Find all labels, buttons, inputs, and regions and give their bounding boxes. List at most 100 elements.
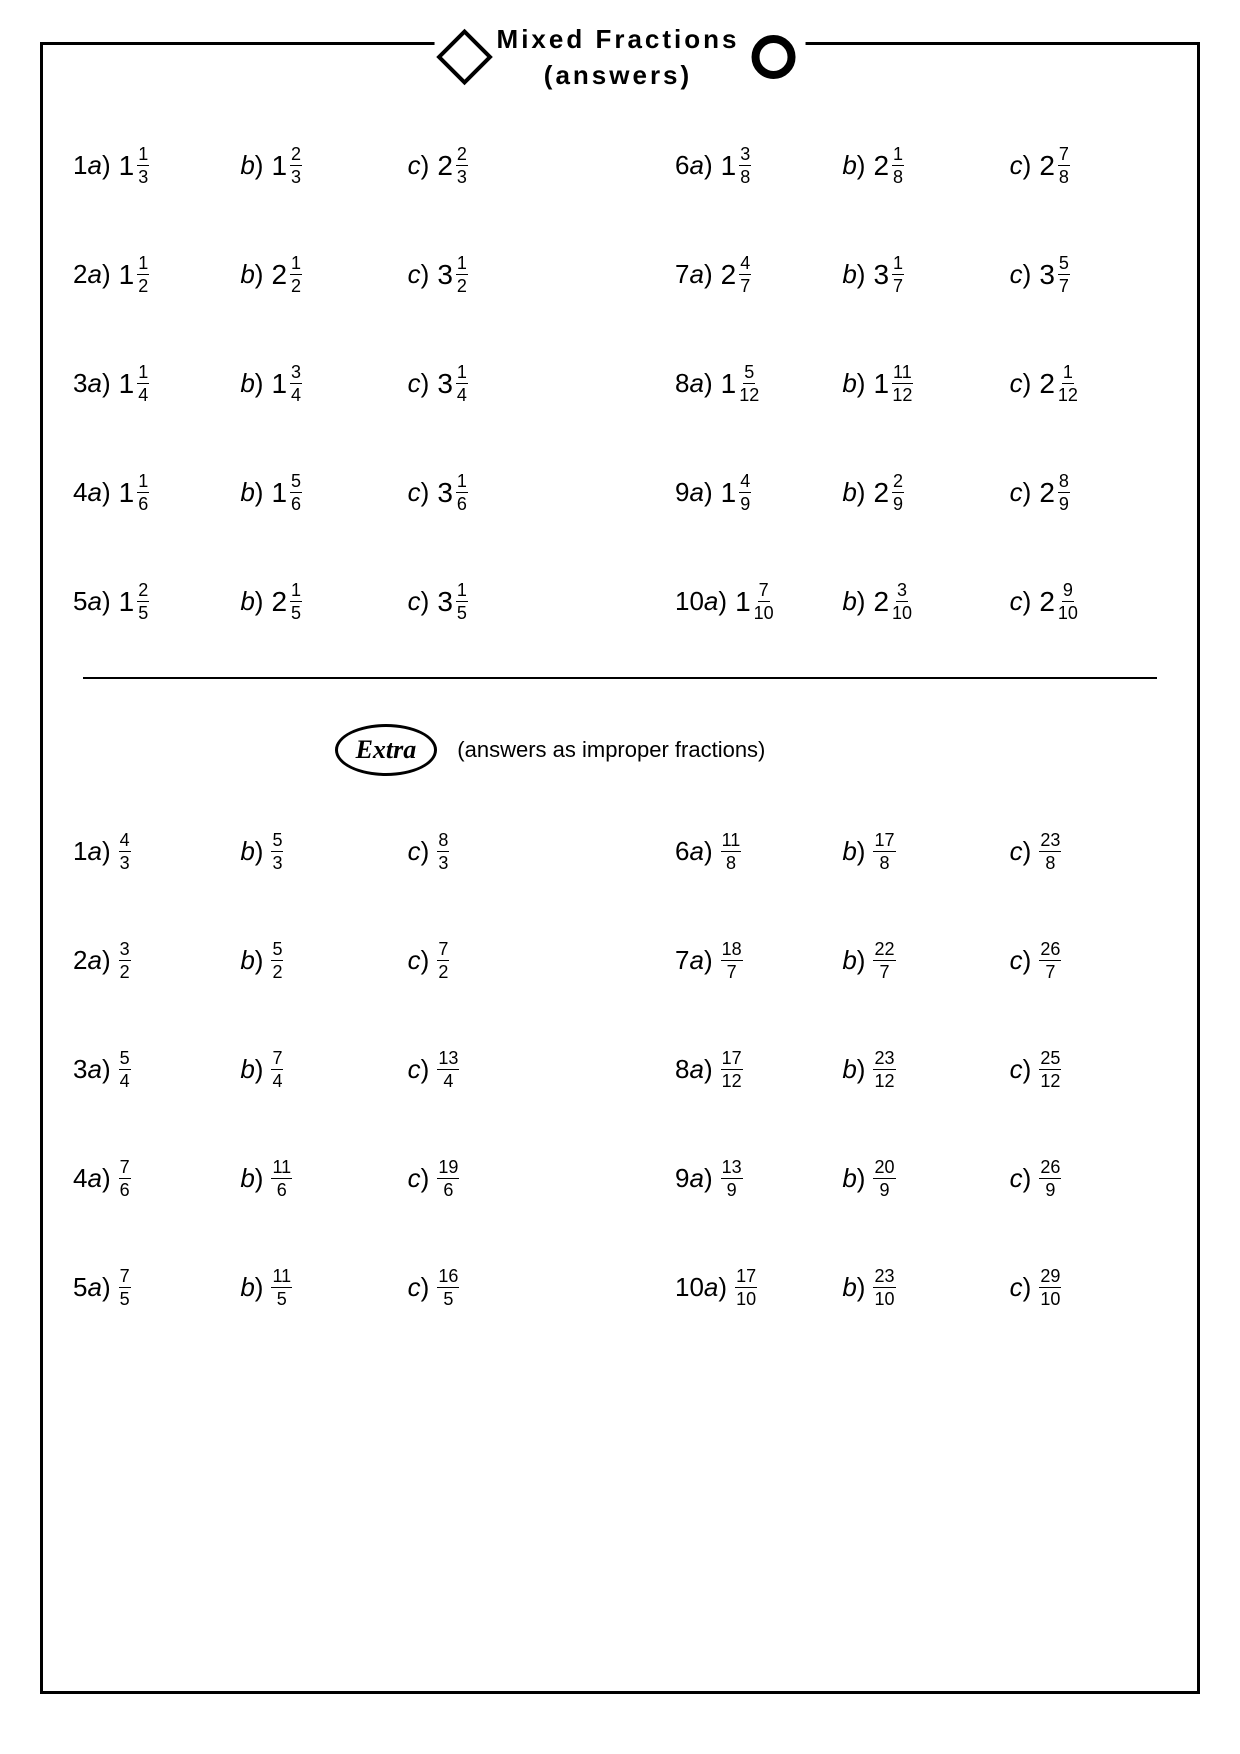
answer-cell: c)223 bbox=[408, 145, 575, 186]
answer-cell: 10a)1710 bbox=[675, 1267, 842, 1308]
fraction: 2910 bbox=[1039, 1267, 1061, 1308]
answer-cell: b)212 bbox=[240, 254, 407, 295]
answer-cell: c)134 bbox=[408, 1049, 575, 1090]
mixed-number: 223 bbox=[437, 145, 468, 186]
mixed-number: 278 bbox=[1039, 145, 1070, 186]
mixed-number: 1710 bbox=[735, 581, 774, 622]
answer-cell: 4a)116 bbox=[73, 472, 240, 513]
answer-row: 1a)43b)53c)83 bbox=[73, 831, 575, 872]
title-line-2: (answers) bbox=[497, 57, 740, 93]
mixed-number: 314 bbox=[437, 363, 468, 404]
whole-part: 2 bbox=[873, 150, 889, 182]
question-label: c) bbox=[1010, 368, 1032, 399]
improper-fraction: 74 bbox=[271, 1049, 283, 1090]
mixed-number: 2910 bbox=[1039, 581, 1078, 622]
question-label: b) bbox=[842, 586, 865, 617]
fraction: 112 bbox=[1058, 363, 1078, 404]
answer-cell: b)215 bbox=[240, 581, 407, 622]
answer-cell: 6a)138 bbox=[675, 145, 842, 186]
improper-fraction: 83 bbox=[437, 831, 449, 872]
answer-cell: c)269 bbox=[1010, 1158, 1177, 1199]
mixed-number: 112 bbox=[119, 254, 150, 295]
fraction: 15 bbox=[290, 581, 302, 622]
fraction: 54 bbox=[119, 1049, 131, 1090]
improper-fraction: 269 bbox=[1039, 1158, 1061, 1199]
answer-cell: c)267 bbox=[1010, 940, 1177, 981]
fraction: 16 bbox=[456, 472, 468, 513]
improper-fraction: 1712 bbox=[721, 1049, 743, 1090]
question-label: c) bbox=[1010, 1272, 1032, 1303]
answer-cell: 2a)32 bbox=[73, 940, 240, 981]
question-label: c) bbox=[408, 586, 430, 617]
fraction: 56 bbox=[290, 472, 302, 513]
question-label: b) bbox=[842, 1054, 865, 1085]
fraction: 134 bbox=[437, 1049, 459, 1090]
question-label: b) bbox=[240, 945, 263, 976]
fraction: 1112 bbox=[892, 363, 913, 404]
question-label: 9a) bbox=[675, 477, 713, 508]
fraction: 34 bbox=[290, 363, 302, 404]
fraction: 13 bbox=[137, 145, 149, 186]
fraction: 17 bbox=[892, 254, 904, 295]
answer-row: 10a)1710b) 2310 c) 2910 bbox=[675, 1267, 1177, 1308]
answer-cell: 4a)76 bbox=[73, 1158, 240, 1199]
improper-fraction: 209 bbox=[873, 1158, 895, 1199]
mixed-number: 134 bbox=[271, 363, 302, 404]
question-label: 3a) bbox=[73, 1054, 111, 1085]
improper-fraction: 76 bbox=[119, 1158, 131, 1199]
question-label: 7a) bbox=[675, 259, 713, 290]
fraction: 2512 bbox=[1039, 1049, 1061, 1090]
question-label: b) bbox=[842, 836, 865, 867]
improper-fraction: 72 bbox=[437, 940, 449, 981]
answer-row: 8a)1712b)2312c)2512 bbox=[675, 1049, 1177, 1090]
answer-cell: c)72 bbox=[408, 940, 575, 981]
question-label: c) bbox=[1010, 150, 1032, 181]
whole-part: 3 bbox=[437, 586, 453, 618]
question-label: b) bbox=[842, 259, 865, 290]
question-label: b) bbox=[240, 477, 263, 508]
answer-row: 4a)116b)156c)316 bbox=[73, 472, 575, 513]
answer-cell: 3a)114 bbox=[73, 363, 240, 404]
fraction: 32 bbox=[119, 940, 131, 981]
fraction: 12 bbox=[456, 254, 468, 295]
fraction: 115 bbox=[271, 1267, 292, 1308]
answer-cell: c)196 bbox=[408, 1158, 575, 1199]
fraction: 12 bbox=[137, 254, 149, 295]
answer-cell: c)238 bbox=[1010, 831, 1177, 872]
mixed-number: 247 bbox=[721, 254, 752, 295]
answer-cell: b) 2312 bbox=[842, 1049, 1009, 1090]
answer-cell: c)2112 bbox=[1010, 363, 1177, 404]
improper-fraction: 1710 bbox=[735, 1267, 757, 1308]
whole-part: 1 bbox=[873, 368, 889, 400]
answer-row: 9a)149b)229c)289 bbox=[675, 472, 1177, 513]
mixed-number: 317 bbox=[873, 254, 904, 295]
fraction: 2312 bbox=[873, 1049, 895, 1090]
question-label: c) bbox=[408, 1163, 430, 1194]
question-label: c) bbox=[1010, 1054, 1032, 1085]
question-label: c) bbox=[408, 945, 430, 976]
question-label: b) bbox=[240, 150, 263, 181]
whole-part: 1 bbox=[119, 477, 135, 509]
question-label: 6a) bbox=[675, 150, 713, 181]
answer-cell: b)2310 bbox=[842, 581, 1009, 622]
fraction: 2310 bbox=[873, 1267, 895, 1308]
question-label: b) bbox=[240, 259, 263, 290]
answer-row: 6a)138b)218c)278 bbox=[675, 145, 1177, 186]
fraction: 16 bbox=[137, 472, 149, 513]
answer-cell: b) 2310 bbox=[842, 1267, 1009, 1308]
fraction: 512 bbox=[739, 363, 759, 404]
answer-cell: 8a)1512 bbox=[675, 363, 842, 404]
answer-cell: 1a)43 bbox=[73, 831, 240, 872]
whole-part: 2 bbox=[873, 586, 889, 618]
page-header: Mixed Fractions (answers) bbox=[435, 21, 806, 94]
mixed-number: 289 bbox=[1039, 472, 1070, 513]
answer-cell: c)315 bbox=[408, 581, 575, 622]
question-label: b) bbox=[240, 1272, 263, 1303]
mixed-number: 156 bbox=[271, 472, 302, 513]
question-label: 1a) bbox=[73, 836, 111, 867]
improper-fraction: 2910 bbox=[1039, 1267, 1061, 1308]
fraction: 118 bbox=[721, 831, 742, 872]
question-label: b) bbox=[842, 1272, 865, 1303]
question-label: b) bbox=[240, 1054, 263, 1085]
answer-row: 2a)112b)212c)312 bbox=[73, 254, 575, 295]
